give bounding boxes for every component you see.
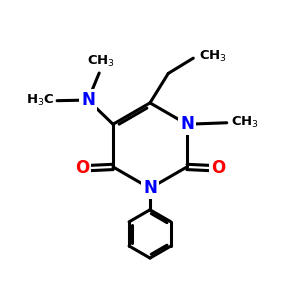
Text: N: N <box>81 91 95 109</box>
Text: CH$_3$: CH$_3$ <box>231 115 259 130</box>
Text: O: O <box>75 159 89 177</box>
Text: N: N <box>143 179 157 197</box>
Text: CH$_3$: CH$_3$ <box>87 54 115 70</box>
Text: CH$_3$: CH$_3$ <box>199 49 226 64</box>
Text: N: N <box>180 115 194 133</box>
Text: O: O <box>211 159 225 177</box>
Text: H$_3$C: H$_3$C <box>26 93 54 108</box>
